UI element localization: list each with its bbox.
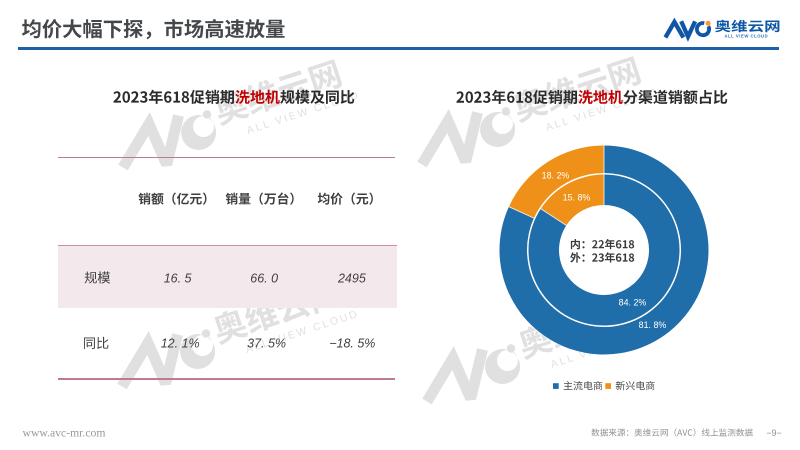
svg-text:81. 8%: 81. 8%: [639, 320, 667, 330]
svg-text:−9−: −9−: [766, 428, 782, 438]
svg-text:37. 5%: 37. 5%: [247, 337, 286, 351]
svg-text:15. 8%: 15. 8%: [563, 193, 591, 203]
svg-text:www.avc-mr.com: www.avc-mr.com: [23, 427, 106, 440]
svg-text:ALL VIEW CLOUD: ALL VIEW CLOUD: [725, 33, 769, 38]
svg-text:18. 2%: 18. 2%: [542, 171, 570, 181]
svg-text:16. 5: 16. 5: [164, 271, 192, 285]
svg-text:66. 0: 66. 0: [250, 271, 278, 285]
svg-text:2495: 2495: [337, 271, 366, 285]
svg-text:12. 1%: 12. 1%: [161, 337, 200, 351]
svg-text:−18. 5%: −18. 5%: [329, 337, 375, 351]
svg-text:84. 2%: 84. 2%: [619, 298, 647, 308]
